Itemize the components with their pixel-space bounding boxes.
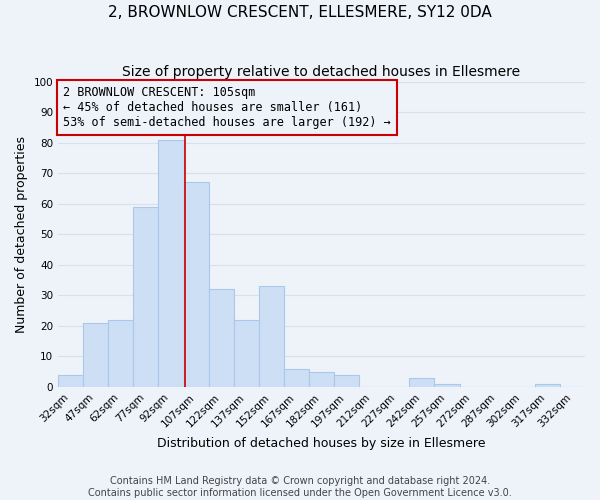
Bar	[309, 372, 334, 387]
Bar	[434, 384, 460, 387]
Y-axis label: Number of detached properties: Number of detached properties	[15, 136, 28, 333]
Bar	[334, 374, 359, 387]
Text: 2, BROWNLOW CRESCENT, ELLESMERE, SY12 0DA: 2, BROWNLOW CRESCENT, ELLESMERE, SY12 0D…	[108, 5, 492, 20]
Bar	[233, 320, 259, 387]
Bar	[284, 368, 309, 387]
Title: Size of property relative to detached houses in Ellesmere: Size of property relative to detached ho…	[122, 65, 521, 79]
Text: Contains HM Land Registry data © Crown copyright and database right 2024.
Contai: Contains HM Land Registry data © Crown c…	[88, 476, 512, 498]
Bar	[83, 323, 108, 387]
Bar	[209, 289, 233, 387]
Bar	[184, 182, 209, 387]
X-axis label: Distribution of detached houses by size in Ellesmere: Distribution of detached houses by size …	[157, 437, 486, 450]
Bar	[535, 384, 560, 387]
Bar	[133, 207, 158, 387]
Bar	[108, 320, 133, 387]
Bar	[58, 374, 83, 387]
Text: 2 BROWNLOW CRESCENT: 105sqm
← 45% of detached houses are smaller (161)
53% of se: 2 BROWNLOW CRESCENT: 105sqm ← 45% of det…	[64, 86, 391, 129]
Bar	[259, 286, 284, 387]
Bar	[158, 140, 184, 387]
Bar	[409, 378, 434, 387]
